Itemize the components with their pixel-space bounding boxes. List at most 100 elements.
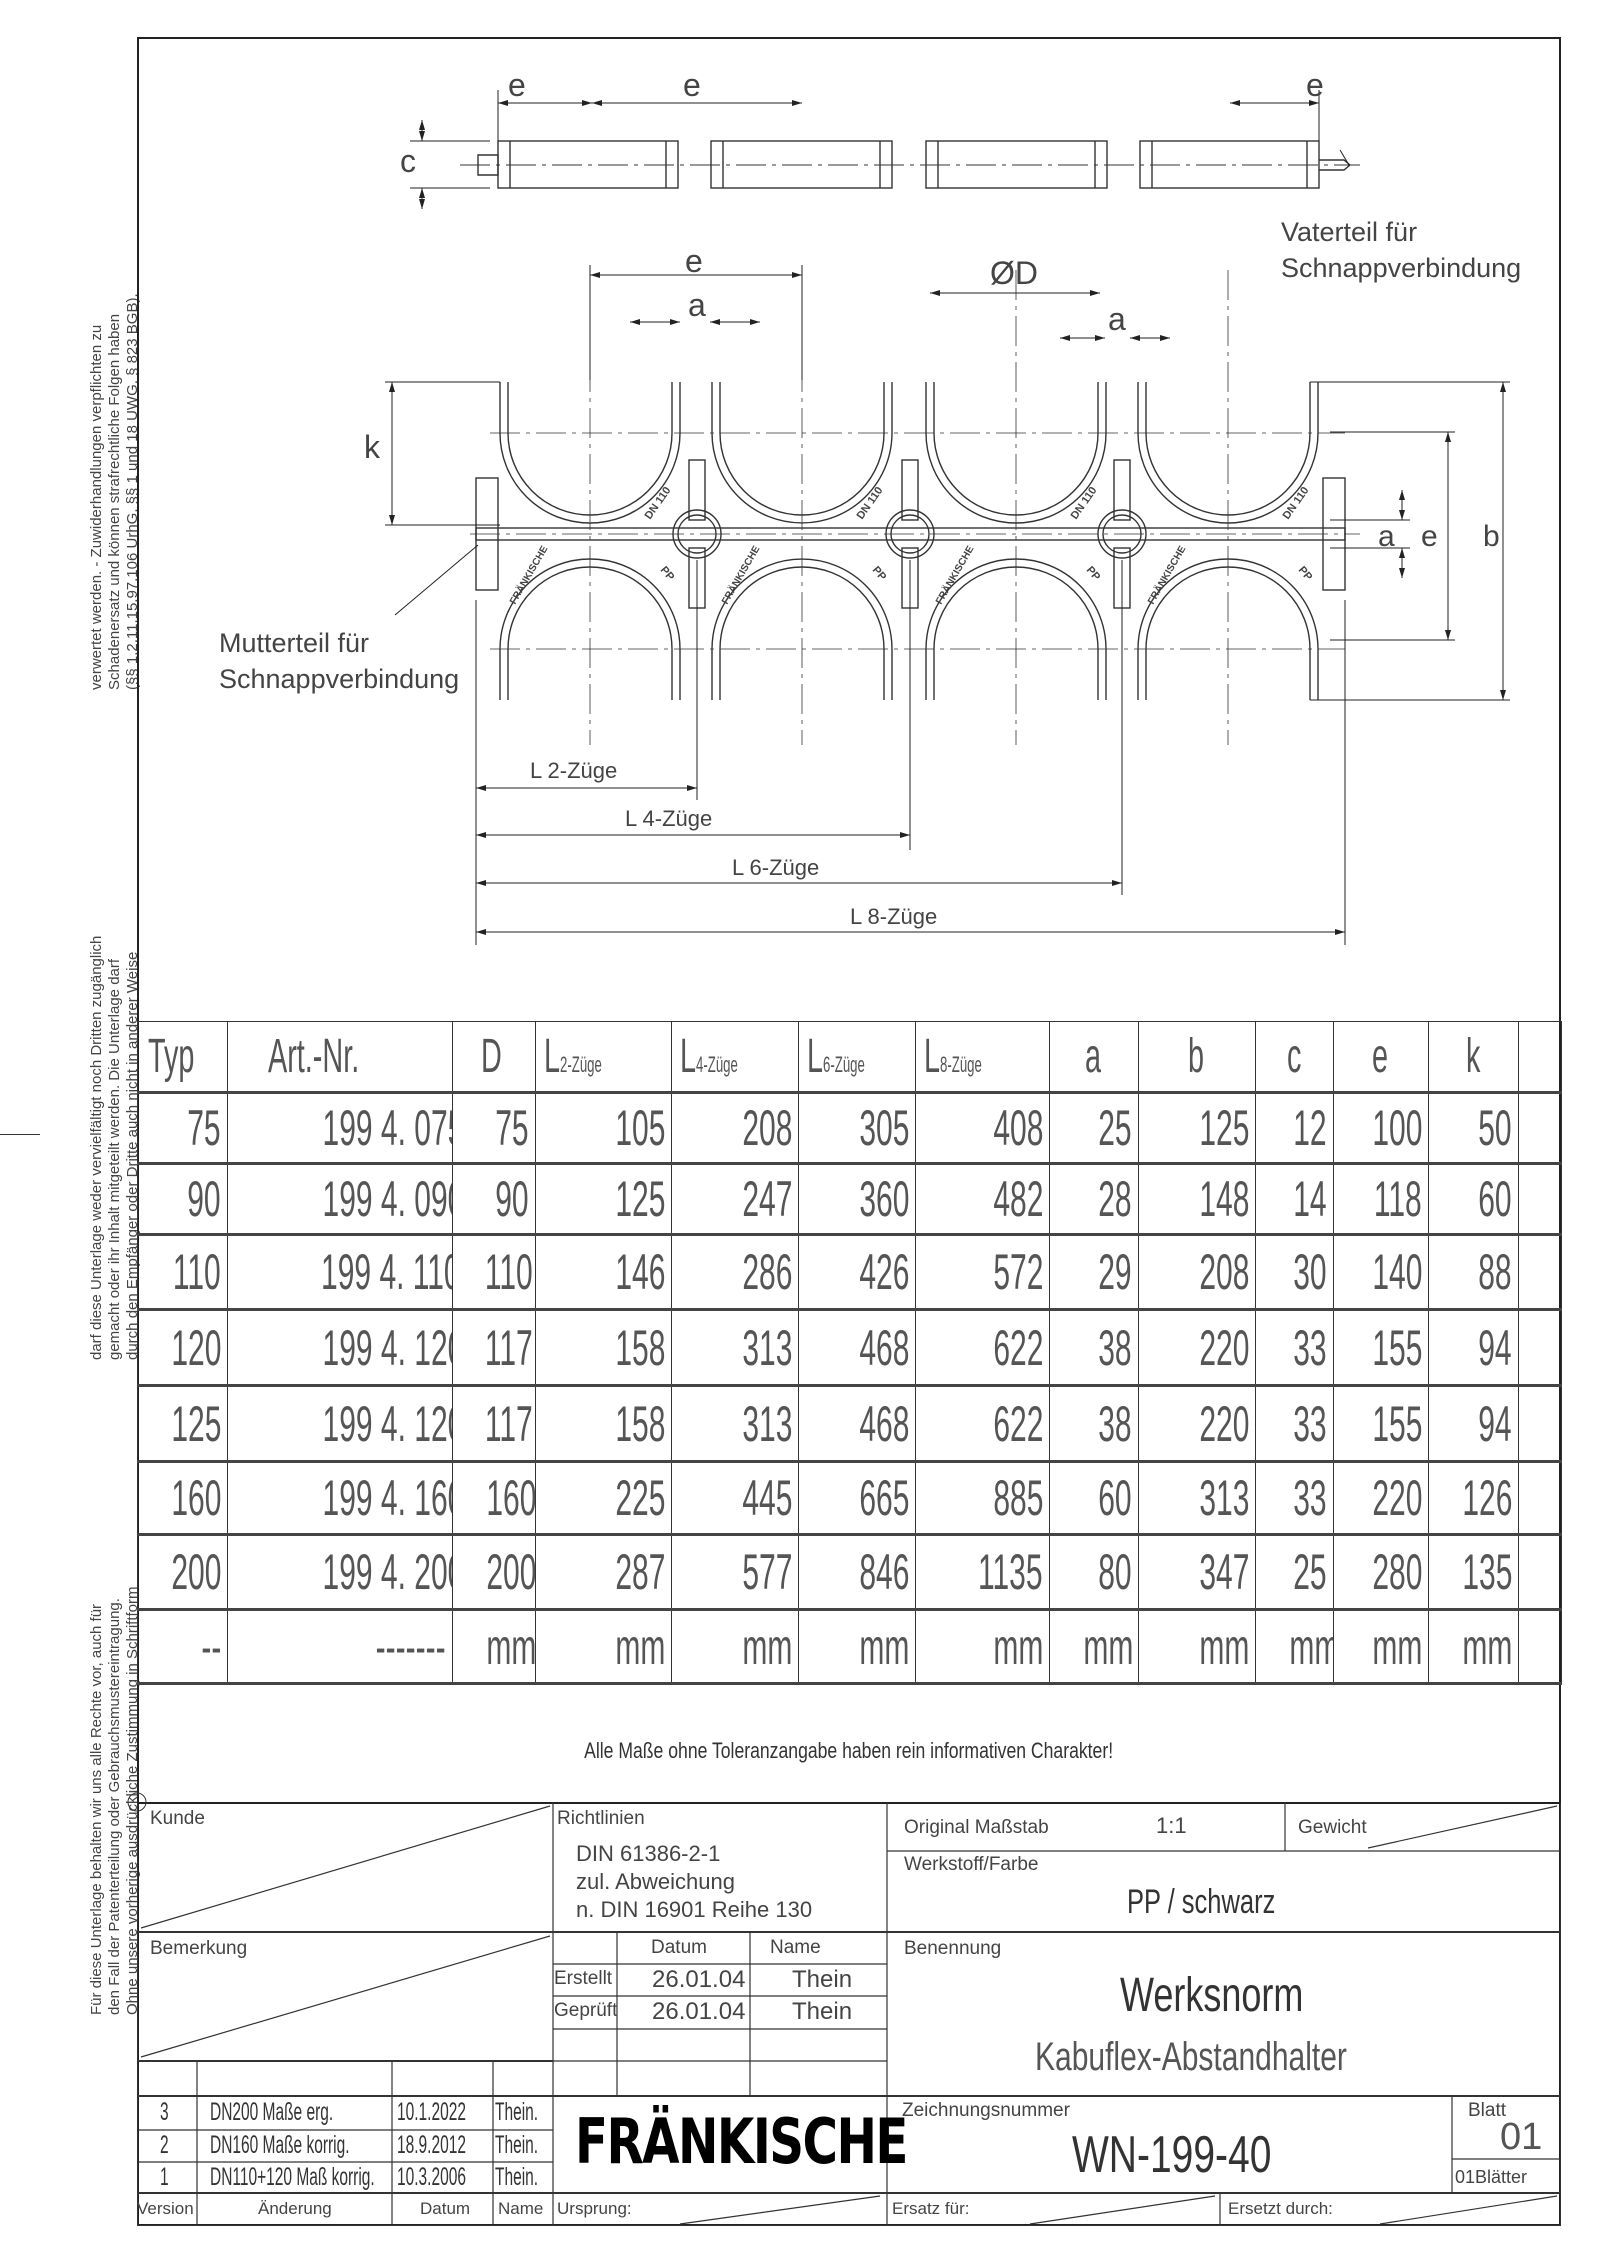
cell-text: mm bbox=[1462, 1618, 1513, 1675]
cell-text: mm bbox=[1289, 1618, 1332, 1675]
cell-text: L6-Züge bbox=[807, 1030, 865, 1083]
revision-text: DN200 Maße erg. bbox=[210, 2098, 334, 2126]
cell-text: ------- bbox=[376, 1618, 446, 1675]
dim-label-a: a bbox=[1108, 301, 1126, 337]
cell-text: L4-Züge bbox=[680, 1030, 738, 1083]
cell-text: 110 bbox=[484, 1244, 533, 1300]
table-cell: mm bbox=[1049, 1609, 1139, 1684]
table-cell: 445 bbox=[671, 1461, 799, 1535]
cell-text: 38 bbox=[1098, 1395, 1132, 1452]
table-cell: 225 bbox=[535, 1461, 672, 1535]
cell-text: 80 bbox=[1098, 1544, 1132, 1600]
table-cell: 208 bbox=[671, 1092, 799, 1164]
cell-text: 14 bbox=[1293, 1171, 1327, 1227]
table-cell: 25 bbox=[1255, 1534, 1334, 1610]
revision-text: 10.1.2022 bbox=[397, 2098, 466, 2126]
cell-text: L8-Züge bbox=[924, 1030, 982, 1083]
cell-text: 33 bbox=[1293, 1470, 1327, 1526]
table-cell: mm bbox=[1255, 1609, 1334, 1684]
table-cell: 200 bbox=[137, 1534, 228, 1610]
table-cell bbox=[1518, 1163, 1562, 1235]
table-cell: 305 bbox=[798, 1092, 916, 1164]
gewicht-label: Gewicht bbox=[1298, 1817, 1367, 1838]
table-cell: 140 bbox=[1333, 1234, 1429, 1310]
erstellt-datum: 26.01.04 bbox=[652, 1966, 746, 1993]
table-cell: 110 bbox=[137, 1234, 228, 1310]
table-cell: 482 bbox=[915, 1163, 1050, 1235]
kunde-label: Kunde bbox=[150, 1808, 205, 1829]
web bbox=[1113, 459, 1131, 521]
cell-text: 665 bbox=[858, 1470, 909, 1526]
cell-text: 313 bbox=[1198, 1470, 1249, 1526]
table-cell bbox=[1518, 1021, 1562, 1093]
name-header: Name bbox=[770, 1937, 821, 1958]
cell-subscript: 6-Züge bbox=[823, 1052, 865, 1077]
rev-header-aenderung: Änderung bbox=[258, 2199, 332, 2218]
table-cell: 1135 bbox=[915, 1534, 1050, 1610]
cell-text: 305 bbox=[858, 1100, 909, 1156]
cell-text: a bbox=[1084, 1030, 1101, 1083]
cell-text: 30 bbox=[1293, 1244, 1327, 1300]
table-cell: mm bbox=[915, 1609, 1050, 1684]
tolerance-note: Alle Maße ohne Toleranzangabe haben rein… bbox=[137, 1738, 1561, 1764]
table-cell: 50 bbox=[1428, 1092, 1519, 1164]
table-cell: 110 bbox=[452, 1234, 536, 1310]
zeichnungsnummer-label: Zeichnungsnummer bbox=[902, 2100, 1070, 2121]
table-cell: mm bbox=[535, 1609, 672, 1684]
table-cell: 347 bbox=[1138, 1534, 1256, 1610]
zeichnungsnummer: WN-199-40 bbox=[1072, 2125, 1338, 2185]
dim-label-e: e bbox=[683, 67, 701, 103]
note-text: Alle Maße ohne Toleranzangabe haben rein… bbox=[584, 1738, 1114, 1763]
cell-text: 846 bbox=[858, 1544, 909, 1600]
cell-text: mm bbox=[742, 1618, 792, 1675]
revision-text: 2 bbox=[160, 2131, 169, 2159]
cell-text: 25 bbox=[1293, 1544, 1327, 1600]
table-cell: 100 bbox=[1333, 1092, 1429, 1164]
table-cell: mm bbox=[1428, 1609, 1519, 1684]
table-cell: 94 bbox=[1428, 1385, 1519, 1462]
richtlinie: DIN 61386-2-1 bbox=[576, 1841, 721, 1866]
table-cell: 38 bbox=[1049, 1309, 1139, 1386]
cell-text: 135 bbox=[1462, 1544, 1513, 1600]
table-cell: 665 bbox=[798, 1461, 916, 1535]
revision-text: Thein. bbox=[495, 2131, 539, 2159]
cell-text: 110 bbox=[173, 1244, 221, 1300]
cell-text: 199 4. 120 bbox=[322, 1395, 453, 1452]
revision-datum: 18.9.2012 bbox=[397, 2131, 508, 2160]
cell-text: 313 bbox=[741, 1395, 792, 1452]
zeichnungsnummer-text: WN-199-40 bbox=[1072, 2126, 1272, 2184]
cell-subscript: 8-Züge bbox=[940, 1052, 982, 1077]
fraenkische-logo: FRÄNKISCHE bbox=[575, 2105, 908, 2178]
cell-text: 140 bbox=[1371, 1244, 1422, 1300]
table-row: 75 199 4. 075 75 105 208 305 408 25 125 12 100 50 bbox=[137, 1092, 1562, 1164]
table-cell bbox=[1518, 1609, 1562, 1684]
cell-text: 208 bbox=[1198, 1244, 1249, 1300]
cell-text: 100 bbox=[1371, 1100, 1422, 1156]
rev-header-name: Name bbox=[498, 2199, 544, 2218]
cell-text: 50 bbox=[1478, 1100, 1512, 1156]
table-cell: 313 bbox=[671, 1309, 799, 1386]
cell-text: 572 bbox=[992, 1244, 1043, 1300]
table-cell: 12 bbox=[1255, 1092, 1334, 1164]
cell-text: 118 bbox=[1374, 1171, 1422, 1227]
dim-label-diameter: ØD bbox=[990, 255, 1038, 291]
table-cell: 200 bbox=[452, 1534, 536, 1610]
blatt-label: Blatt bbox=[1468, 2100, 1507, 2121]
revision-text: Thein. bbox=[495, 2163, 539, 2191]
title-block bbox=[137, 1802, 1561, 2226]
table-cell: 313 bbox=[1138, 1461, 1256, 1535]
revision-name: Thein. bbox=[495, 2131, 564, 2160]
dimension-table: Typ Art.-Nr. D L2-Züge L4-Züge L6-Züge L8-Züge… bbox=[137, 1021, 1562, 1685]
table-cell: 199 4. 110 bbox=[227, 1234, 453, 1310]
revision-datum: 10.3.2006 bbox=[397, 2163, 508, 2192]
cell-subscript: 4-Züge bbox=[696, 1052, 738, 1077]
table-header-row: Typ Art.-Nr. D L2-Züge L4-Züge L6-Züge L8-Züge… bbox=[137, 1021, 1562, 1093]
table-cell: 199 4. 200 bbox=[227, 1534, 453, 1610]
cell-text: 117 bbox=[484, 1319, 533, 1376]
cell-text: Typ bbox=[147, 1030, 195, 1083]
table-cell: e bbox=[1333, 1021, 1429, 1093]
benennung-subtitle: Kabuflex-Abstandhalter bbox=[1035, 2035, 1451, 2080]
cell-text: 199 4. 090 bbox=[322, 1171, 453, 1227]
table-cell: 280 bbox=[1333, 1534, 1429, 1610]
table-row: 200 199 4. 200 200 287 577 846 1135 80 347 25 280 1… bbox=[137, 1534, 1562, 1610]
